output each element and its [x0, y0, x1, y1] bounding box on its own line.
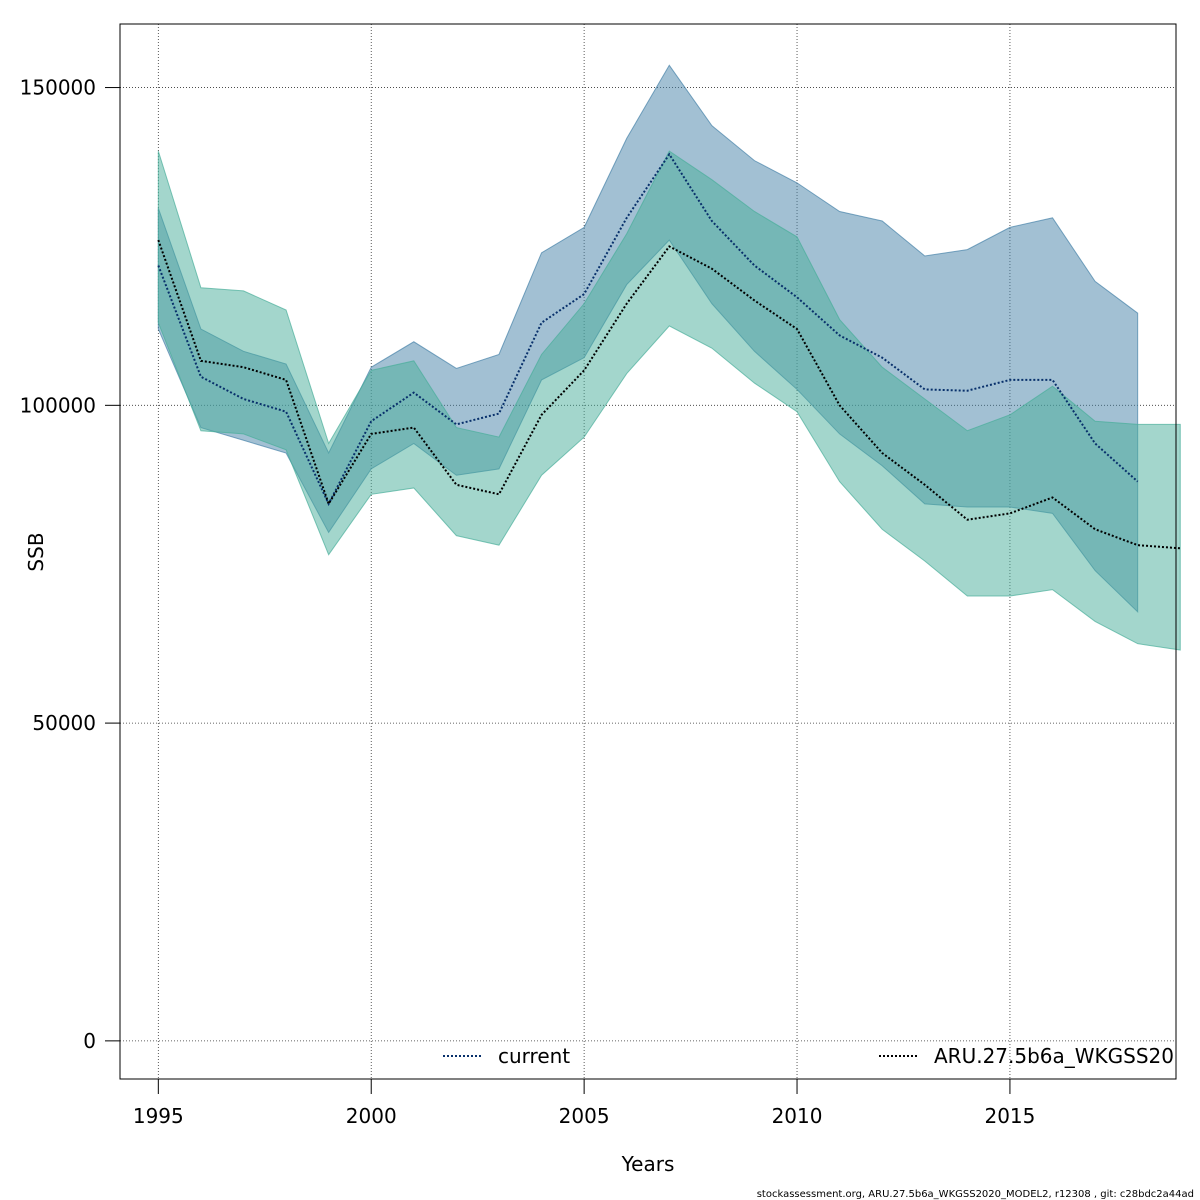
series-line-2	[157, 239, 1181, 550]
y-tick-label: 100000	[20, 393, 96, 417]
confidence-band-2	[157, 150, 1181, 651]
footer-note: stockassessment.org, ARU.27.5b6a_WKGSS20…	[757, 1189, 1194, 1200]
series-lines	[157, 152, 1181, 550]
x-tick-label: 2010	[772, 1104, 823, 1128]
grid	[120, 24, 1176, 1079]
x-axis-label: Years	[621, 1152, 675, 1176]
y-axis: 0 50000 100000 150000	[20, 76, 121, 1053]
y-axis-label: SSB	[24, 532, 48, 571]
legend-label-1: current	[498, 1044, 570, 1068]
x-tick-label: 2005	[559, 1104, 610, 1128]
x-tick-label: 2000	[346, 1104, 397, 1128]
confidence-bands	[157, 64, 1181, 651]
legend: current ARU.27.5b6a_WKGSS20	[443, 1044, 1174, 1068]
x-axis: 1995 2000 2005 2010 2015	[133, 1078, 1035, 1128]
series-line-1	[157, 152, 1139, 507]
y-tick-label: 0	[83, 1029, 96, 1053]
legend-label-2: ARU.27.5b6a_WKGSS20	[934, 1044, 1174, 1068]
x-tick-label: 2015	[984, 1104, 1035, 1128]
x-tick-label: 1995	[133, 1104, 184, 1128]
y-tick-label: 150000	[20, 76, 96, 100]
y-tick-label: 50000	[32, 711, 96, 735]
